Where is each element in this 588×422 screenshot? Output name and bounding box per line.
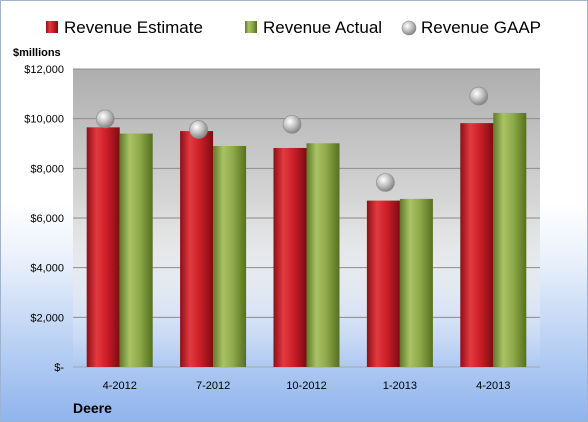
- marker-revenue-gaap: [189, 120, 208, 139]
- company-label: Deere: [73, 400, 112, 416]
- bar-revenue-actual: [213, 145, 247, 367]
- y-tick-label: $8,000: [30, 163, 64, 175]
- marker-revenue-gaap: [95, 109, 115, 129]
- bar-revenue-estimate: [460, 123, 494, 368]
- y-tick-label: $12,000: [24, 64, 64, 76]
- legend-swatch: [245, 21, 257, 33]
- legend-label: Revenue Estimate: [64, 18, 203, 37]
- x-tick-label: 4-2012: [103, 380, 137, 392]
- marker-revenue-gaap: [376, 173, 395, 192]
- legend-swatch: [401, 20, 417, 36]
- y-tick-label: $4,000: [30, 263, 64, 275]
- marker-revenue-gaap: [282, 115, 302, 134]
- bar-revenue-estimate: [273, 147, 307, 367]
- y-axis-title: $millions: [13, 47, 61, 59]
- legend-label: Revenue Actual: [263, 18, 382, 37]
- x-tick-label: 4-2013: [476, 380, 510, 392]
- x-tick-label: 10-2012: [286, 380, 326, 392]
- y-tick-label: $10,000: [24, 114, 64, 126]
- bar-revenue-estimate: [180, 131, 214, 367]
- marker-revenue-gaap: [469, 86, 489, 106]
- x-tick-label: 7-2012: [196, 380, 230, 392]
- legend-swatch: [46, 21, 58, 33]
- bar-revenue-estimate: [86, 127, 120, 367]
- bar-revenue-estimate: [366, 200, 400, 367]
- y-tick-label: $2,000: [30, 312, 64, 324]
- bar-revenue-actual: [306, 143, 340, 367]
- bar-revenue-actual: [493, 112, 527, 367]
- y-tick-label: $6,000: [30, 213, 64, 225]
- legend-label: Revenue GAAP: [421, 18, 541, 37]
- bar-revenue-actual: [399, 198, 433, 367]
- bar-revenue-actual: [119, 133, 153, 367]
- x-tick-label: 1-2013: [383, 380, 417, 392]
- y-tick-label: $-: [54, 362, 64, 374]
